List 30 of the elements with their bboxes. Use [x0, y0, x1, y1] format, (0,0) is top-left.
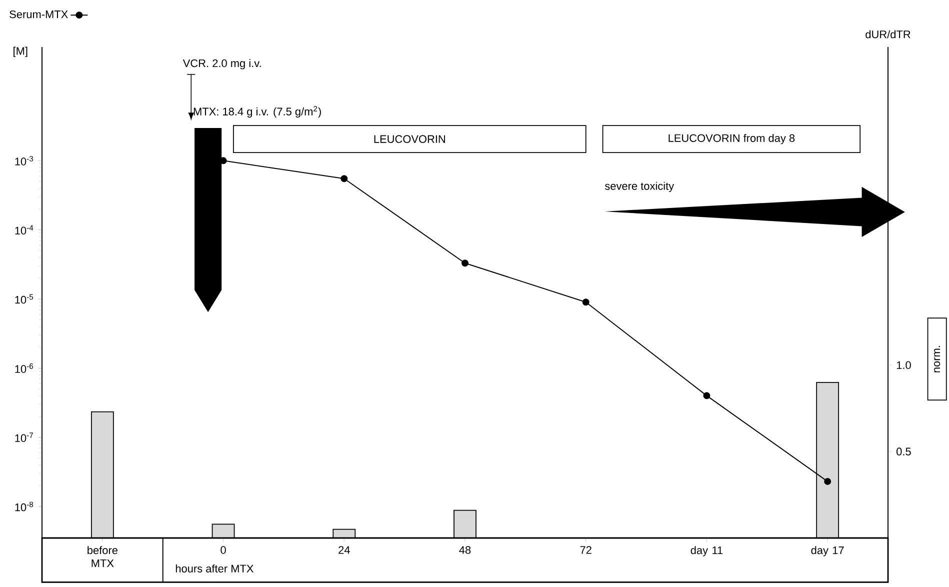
annotation: severe toxicity: [604, 182, 674, 192]
x-tick-label: 72: [580, 546, 592, 554]
x-tick-label: 24: [338, 546, 350, 554]
x-tick-label: day 11: [690, 546, 723, 556]
legend-label: Serum-MTX: [10, 10, 68, 18]
y-tick-label: 10$^{-3}$: [15, 156, 34, 166]
annotation: LEUCOVORIN: [374, 135, 445, 143]
y-tick-label: 10$^{-6}$: [15, 363, 34, 373]
annotation: MTX: 18.4 g i.v. (7.5 g/m$^{2}$): [194, 106, 321, 118]
x-axis-title: hours after MTX: [176, 564, 254, 572]
point: [462, 260, 468, 267]
point: [824, 478, 832, 485]
annotation: LEUCOVORIN from day 8: [668, 134, 795, 144]
y-tick-label: 10$^{-5}$: [15, 294, 34, 304]
point: [582, 298, 590, 306]
text: norm.: [934, 346, 940, 372]
y-tick-label: 10$^{-7}$: [15, 432, 34, 442]
y2-tick-label: 0.5: [896, 448, 911, 456]
y2-tick-label: 1.0: [896, 361, 911, 369]
x-tick-label: 48: [459, 546, 471, 554]
x-tick-label: day 17: [811, 546, 844, 556]
y2-axis-title: dUR/dTR: [866, 30, 910, 38]
point: [340, 175, 348, 182]
point: [703, 392, 710, 400]
x-tick-label: 0: [220, 546, 226, 554]
y-tick-label: 10$^{-8}$: [15, 502, 34, 512]
y-axis-title: [M]: [14, 46, 28, 58]
y-tick-label: 10$^{-4}$: [15, 225, 34, 234]
x-tick-label: before MTX: [88, 546, 118, 567]
annotation: VCR. 2.0 mg i.v.: [182, 59, 261, 70]
